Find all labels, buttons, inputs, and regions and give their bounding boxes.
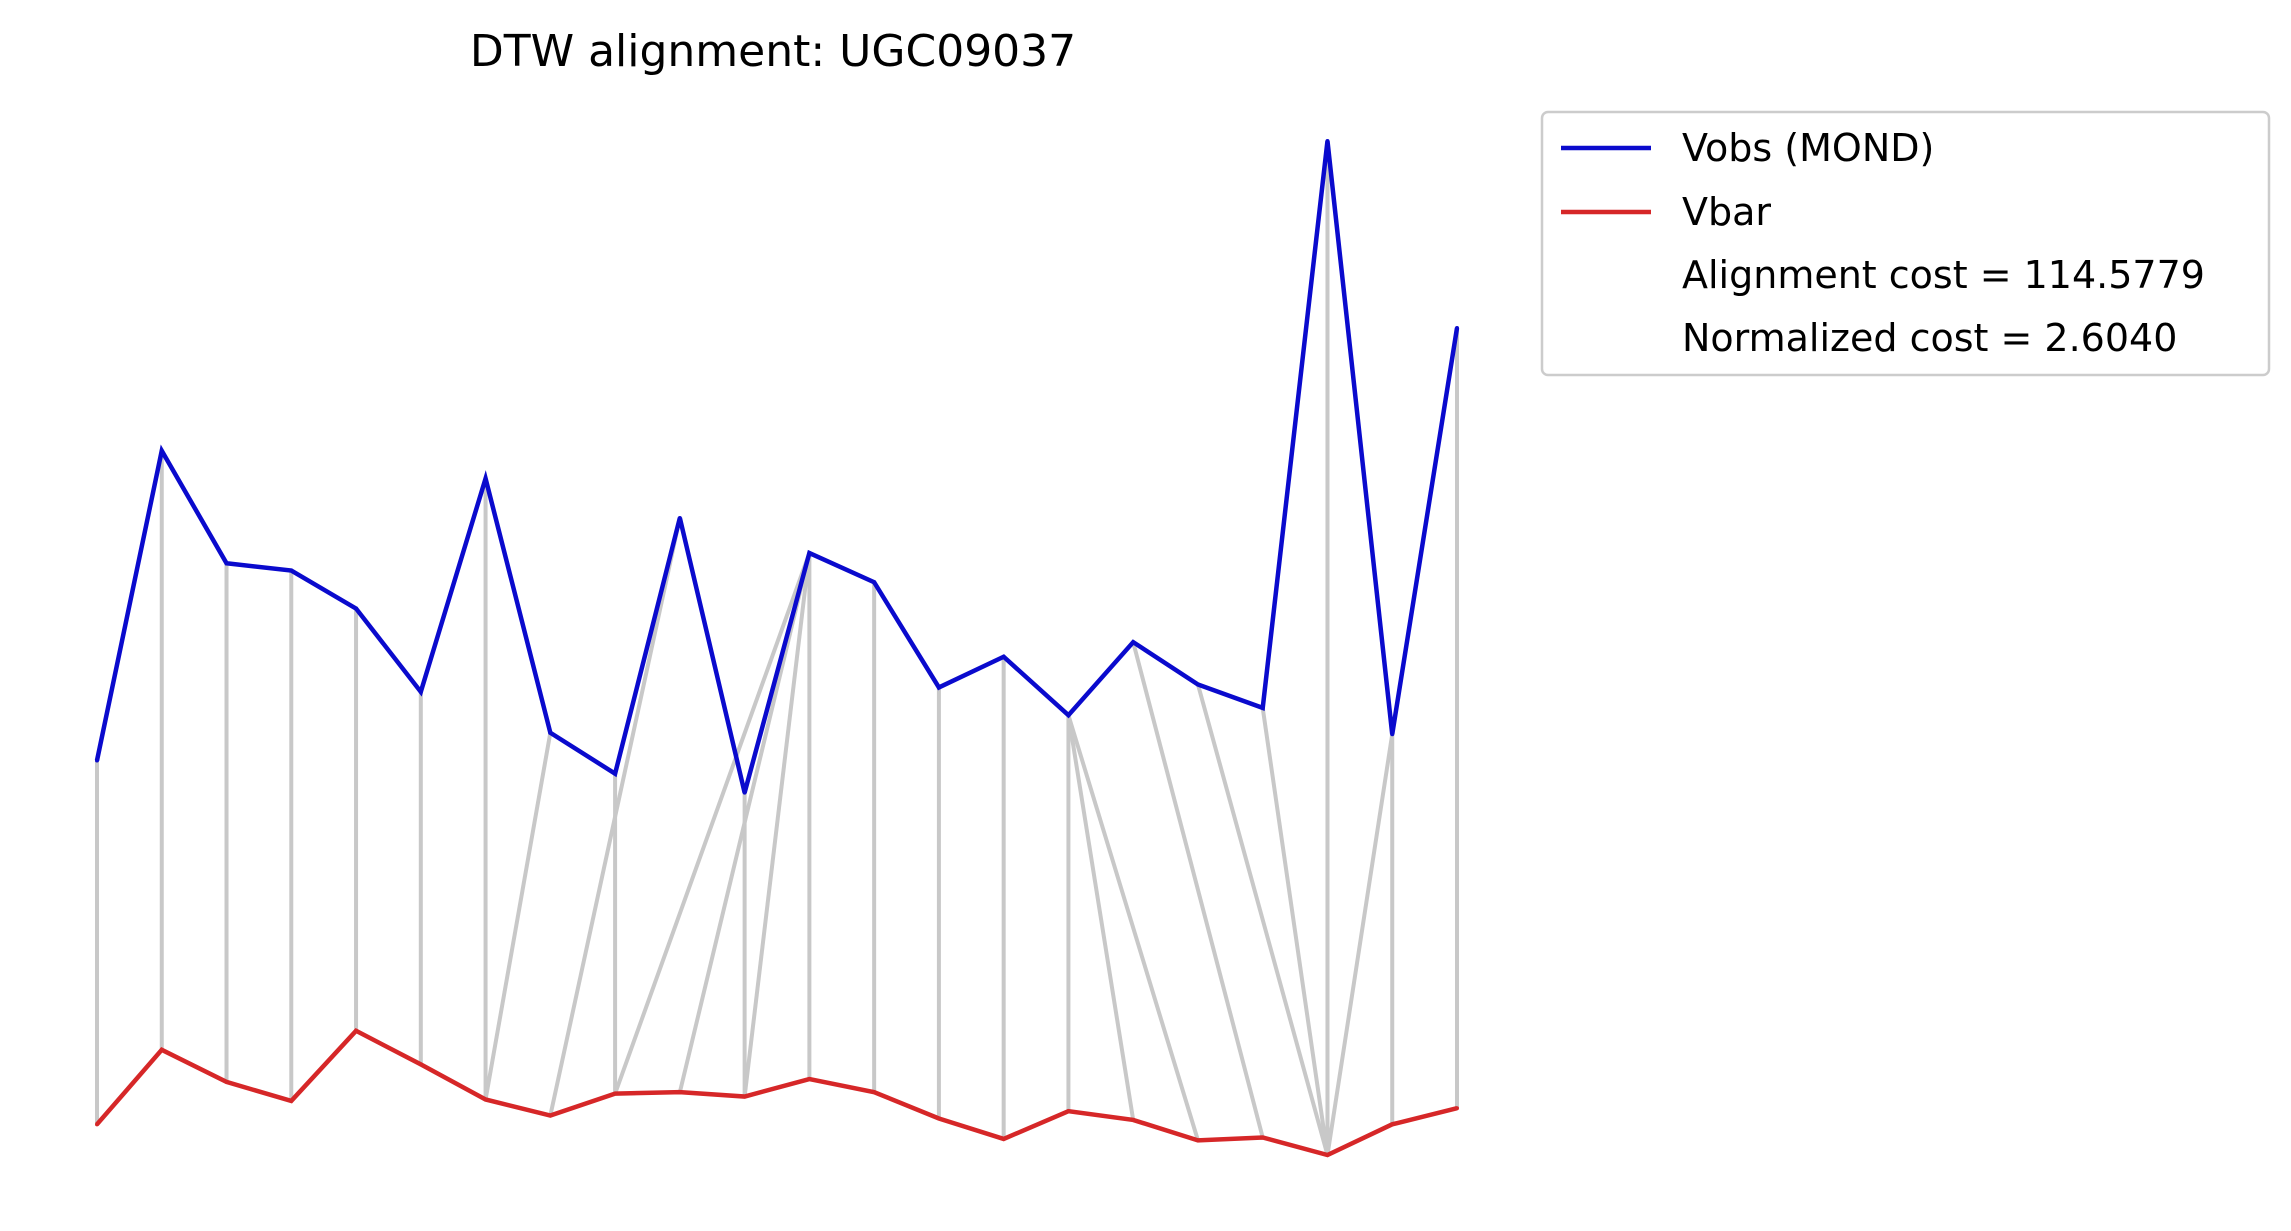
vbar-point-4 (354, 1028, 359, 1033)
legend: Vobs (MOND) Vbar Alignment cost = 114.5779… (1540, 110, 2271, 377)
alignment-line-26 (1325, 733, 1395, 1156)
vbar-point-8 (613, 1091, 618, 1096)
alignment-line-14 (613, 552, 812, 1095)
vobs-point-4 (354, 606, 359, 611)
legend-entries: Vobs (MOND) Vbar Alignment cost = 114.5779… (1561, 126, 2205, 360)
alignment-line-20 (1066, 714, 1200, 1141)
alignment-line-22 (1196, 683, 1330, 1156)
series-lines (94, 139, 1460, 1158)
vobs-point-13 (936, 685, 941, 690)
vbar-point-19 (1325, 1153, 1330, 1157)
vobs-point-15 (1066, 713, 1071, 718)
vobs-point-5 (418, 689, 423, 694)
vobs-point-1 (159, 448, 164, 453)
vbar-point-10 (742, 1094, 747, 1099)
vbar-point-7 (548, 1113, 553, 1118)
alignment-line-7 (483, 732, 553, 1100)
legend-frame (1540, 110, 2271, 377)
vobs-point-9 (677, 515, 682, 520)
vobs-point-3 (289, 568, 294, 573)
alignment-lines (95, 141, 1459, 1156)
vbar-point-2 (224, 1079, 229, 1084)
vbar-point-6 (483, 1097, 488, 1102)
vobs-point-8 (613, 771, 618, 776)
alignment-line-13 (677, 552, 812, 1093)
alignment-line-23 (1260, 707, 1330, 1156)
vbar-point-17 (1195, 1138, 1200, 1143)
vbar-point-18 (1260, 1135, 1265, 1140)
legend-label-0: Vobs (MOND) (1682, 126, 1934, 170)
vbar-point-13 (936, 1116, 941, 1121)
vbar-point-9 (677, 1090, 682, 1095)
vobs-point-19 (1325, 139, 1330, 143)
vobs-point-10 (742, 790, 747, 795)
vobs-point-16 (1131, 640, 1136, 645)
vobs-point-17 (1195, 682, 1200, 687)
chart-title: DTW alignment: UGC09037 (470, 26, 1076, 77)
vobs-point-14 (1001, 654, 1006, 659)
vbar-point-1 (159, 1047, 164, 1052)
vbar-point-3 (289, 1098, 294, 1103)
alignment-line-21 (1131, 641, 1265, 1138)
alignment-line-12 (742, 552, 812, 1097)
vobs-point-2 (224, 561, 229, 566)
vobs-point-7 (548, 730, 553, 735)
alignment-line-9 (548, 517, 682, 1116)
vbar-point-11 (807, 1077, 812, 1082)
legend-label-3: Normalized cost = 2.6040 (1682, 316, 2177, 360)
series-line-vobs (94, 140, 1460, 794)
vobs-point-21 (1455, 326, 1459, 331)
alignment-line-19 (1066, 714, 1136, 1121)
vobs-point-0 (95, 758, 99, 763)
vbar-point-14 (1001, 1136, 1006, 1141)
vbar-point-0 (95, 1122, 99, 1127)
vobs-point-11 (807, 551, 812, 556)
vbar-point-5 (418, 1062, 423, 1067)
vobs-point-18 (1260, 705, 1265, 710)
legend-label-2: Alignment cost = 114.5779 (1682, 253, 2205, 297)
vbar-point-16 (1131, 1117, 1136, 1122)
vbar-point-12 (872, 1090, 877, 1095)
vobs-point-20 (1390, 732, 1395, 737)
series-line-vbar (95, 1028, 1458, 1158)
vbar-point-21 (1455, 1106, 1459, 1111)
vobs-point-12 (872, 580, 877, 585)
vobs-point-6 (483, 476, 488, 481)
legend-label-1: Vbar (1682, 190, 1771, 234)
vbar-point-15 (1066, 1109, 1071, 1114)
vbar-point-20 (1390, 1122, 1395, 1127)
